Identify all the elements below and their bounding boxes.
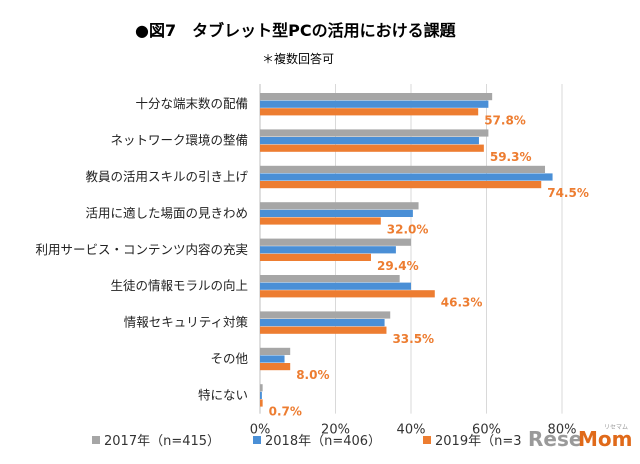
- bar-1-9: [260, 384, 263, 392]
- x-tick-label: 60%: [472, 423, 501, 438]
- bar-3-1: [260, 108, 479, 116]
- legend-label-2: 2018年（n=406）: [265, 434, 381, 449]
- data-label: 0.7%: [269, 405, 302, 419]
- bar-3-8: [260, 363, 291, 371]
- bar-2-3: [260, 173, 553, 181]
- chart-subtitle: ＊複数回答可: [262, 51, 334, 66]
- bar-1-2: [260, 129, 489, 137]
- legend: 2017年（n=415） 2018年（n=406） 2019年（n=3: [92, 434, 522, 449]
- bar-3-2: [260, 144, 484, 152]
- category-label: 教員の活用スキルの引き上げ: [85, 169, 248, 184]
- bar-3-7: [260, 326, 387, 334]
- data-label: 33.5%: [392, 332, 434, 346]
- chart-title: ●図7 タブレット型PCの活用における課題: [135, 21, 457, 40]
- x-tick-label: 40%: [397, 423, 426, 438]
- bar-3-4: [260, 217, 381, 225]
- data-label: 57.8%: [484, 113, 526, 127]
- category-label: その他: [210, 351, 248, 366]
- bar-2-9: [260, 391, 262, 399]
- legend-swatch-3: [423, 436, 431, 444]
- resemom-logo: Rese Mom リセマム: [528, 424, 632, 451]
- bar-2-8: [260, 355, 285, 363]
- category-label: ネットワーク環境の整備: [110, 133, 248, 148]
- category-label: 利用サービス・コンテンツ内容の充実: [35, 242, 248, 257]
- bar-3-9: [260, 399, 263, 407]
- category-label: 生徒の情報モラルの向上: [110, 278, 248, 293]
- x-tick-label: 80%: [548, 423, 577, 438]
- data-label: 32.0%: [387, 223, 429, 237]
- bar-1-1: [260, 93, 493, 101]
- legend-label-3: 2019年（n=3: [435, 434, 522, 449]
- logo-mom: Mom: [578, 427, 632, 451]
- bar-3-6: [260, 290, 435, 298]
- data-label: 59.3%: [490, 150, 532, 164]
- data-labels: 57.8% 59.3% 74.5% 32.0% 29.4% 46.3% 33.5% 8.0% 0…: [269, 113, 589, 418]
- x-tick-label: 0%: [250, 423, 271, 438]
- legend-swatch-1: [92, 436, 100, 444]
- bar-2-1: [260, 100, 489, 108]
- category-label: 活用に適した場面の見きわめ: [85, 205, 248, 220]
- bar-2-4: [260, 209, 413, 217]
- bar-1-4: [260, 202, 419, 210]
- data-label: 29.4%: [377, 259, 419, 273]
- bar-1-7: [260, 311, 391, 319]
- legend-swatch-2: [253, 436, 261, 444]
- bar-1-6: [260, 275, 400, 283]
- data-label: 74.5%: [547, 186, 589, 200]
- bar-3-3: [260, 181, 542, 189]
- category-label: 特にない: [198, 387, 248, 402]
- bar-1-5: [260, 238, 411, 246]
- x-tick-label: 20%: [321, 423, 350, 438]
- bar-1-3: [260, 165, 546, 173]
- logo-kana: リセマム: [604, 424, 628, 431]
- bar-2-2: [260, 137, 479, 145]
- bar-3-5: [260, 253, 371, 261]
- data-label: 8.0%: [296, 368, 329, 382]
- x-axis-ticks: 0% 20% 40% 60% 80%: [250, 423, 577, 438]
- legend-label-1: 2017年（n=415）: [104, 434, 220, 449]
- category-label: 十分な端末数の配備: [135, 96, 248, 111]
- category-label: 情報セキュリティ対策: [124, 315, 249, 330]
- data-label: 46.3%: [441, 295, 483, 309]
- category-labels: 十分な端末数の配備ネットワーク環境の整備教員の活用スキルの引き上げ活用に適した場…: [35, 96, 248, 402]
- bar-2-7: [260, 319, 385, 327]
- logo-rese: Rese: [528, 427, 582, 451]
- bar-1-8: [260, 347, 291, 355]
- bar-2-5: [260, 246, 396, 254]
- bar-2-6: [260, 282, 411, 290]
- bars: [260, 93, 553, 407]
